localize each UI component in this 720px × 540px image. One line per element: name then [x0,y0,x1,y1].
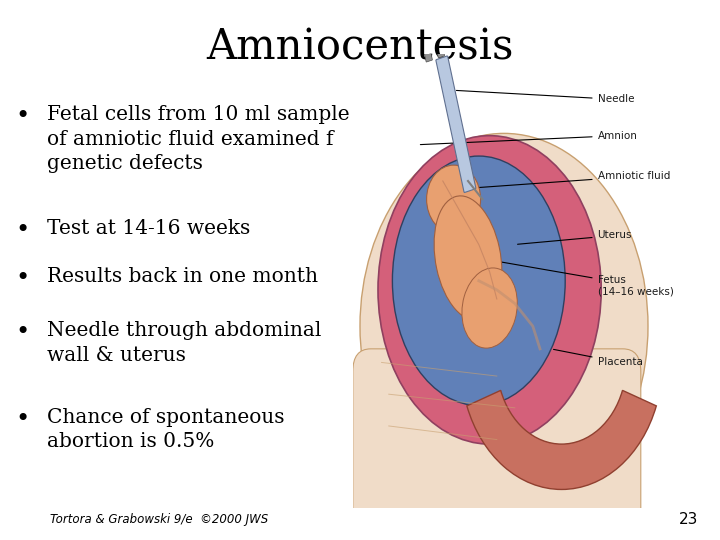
Text: Needle: Needle [456,90,634,104]
Text: Amniocentesis: Amniocentesis [207,27,513,69]
Text: Uterus: Uterus [518,231,632,244]
Text: Amnion: Amnion [420,131,637,145]
Text: Chance of spontaneous
abortion is 0.5%: Chance of spontaneous abortion is 0.5% [47,408,284,451]
Circle shape [426,165,481,233]
Text: Test at 14-16 weeks: Test at 14-16 weeks [47,219,250,238]
Text: •: • [16,267,30,291]
Text: •: • [16,321,30,345]
Text: Needle through abdominal
wall & uterus: Needle through abdominal wall & uterus [47,321,321,365]
FancyBboxPatch shape [424,48,433,62]
Text: Tortora & Grabowski 9/e  ©2000 JWS: Tortora & Grabowski 9/e ©2000 JWS [50,514,269,526]
Text: Placenta: Placenta [554,349,642,367]
Text: 23: 23 [679,511,698,526]
Ellipse shape [392,156,565,406]
Text: Results back in one month: Results back in one month [47,267,318,286]
Text: Fetal cells from 10 ml sample
of amniotic fluid examined f
genetic defects: Fetal cells from 10 ml sample of amnioti… [47,105,349,173]
Ellipse shape [360,133,648,519]
FancyBboxPatch shape [436,56,476,192]
Text: •: • [16,105,30,129]
Wedge shape [467,390,657,489]
Ellipse shape [462,268,517,348]
Text: Amniotic fluid: Amniotic fluid [446,172,670,190]
FancyBboxPatch shape [353,349,641,530]
Ellipse shape [378,136,601,444]
Ellipse shape [434,196,502,320]
FancyBboxPatch shape [436,44,444,58]
Text: Fetus
(14–16 weeks): Fetus (14–16 weeks) [482,259,673,296]
FancyBboxPatch shape [448,40,456,54]
Text: •: • [16,408,30,431]
Text: •: • [16,219,30,242]
